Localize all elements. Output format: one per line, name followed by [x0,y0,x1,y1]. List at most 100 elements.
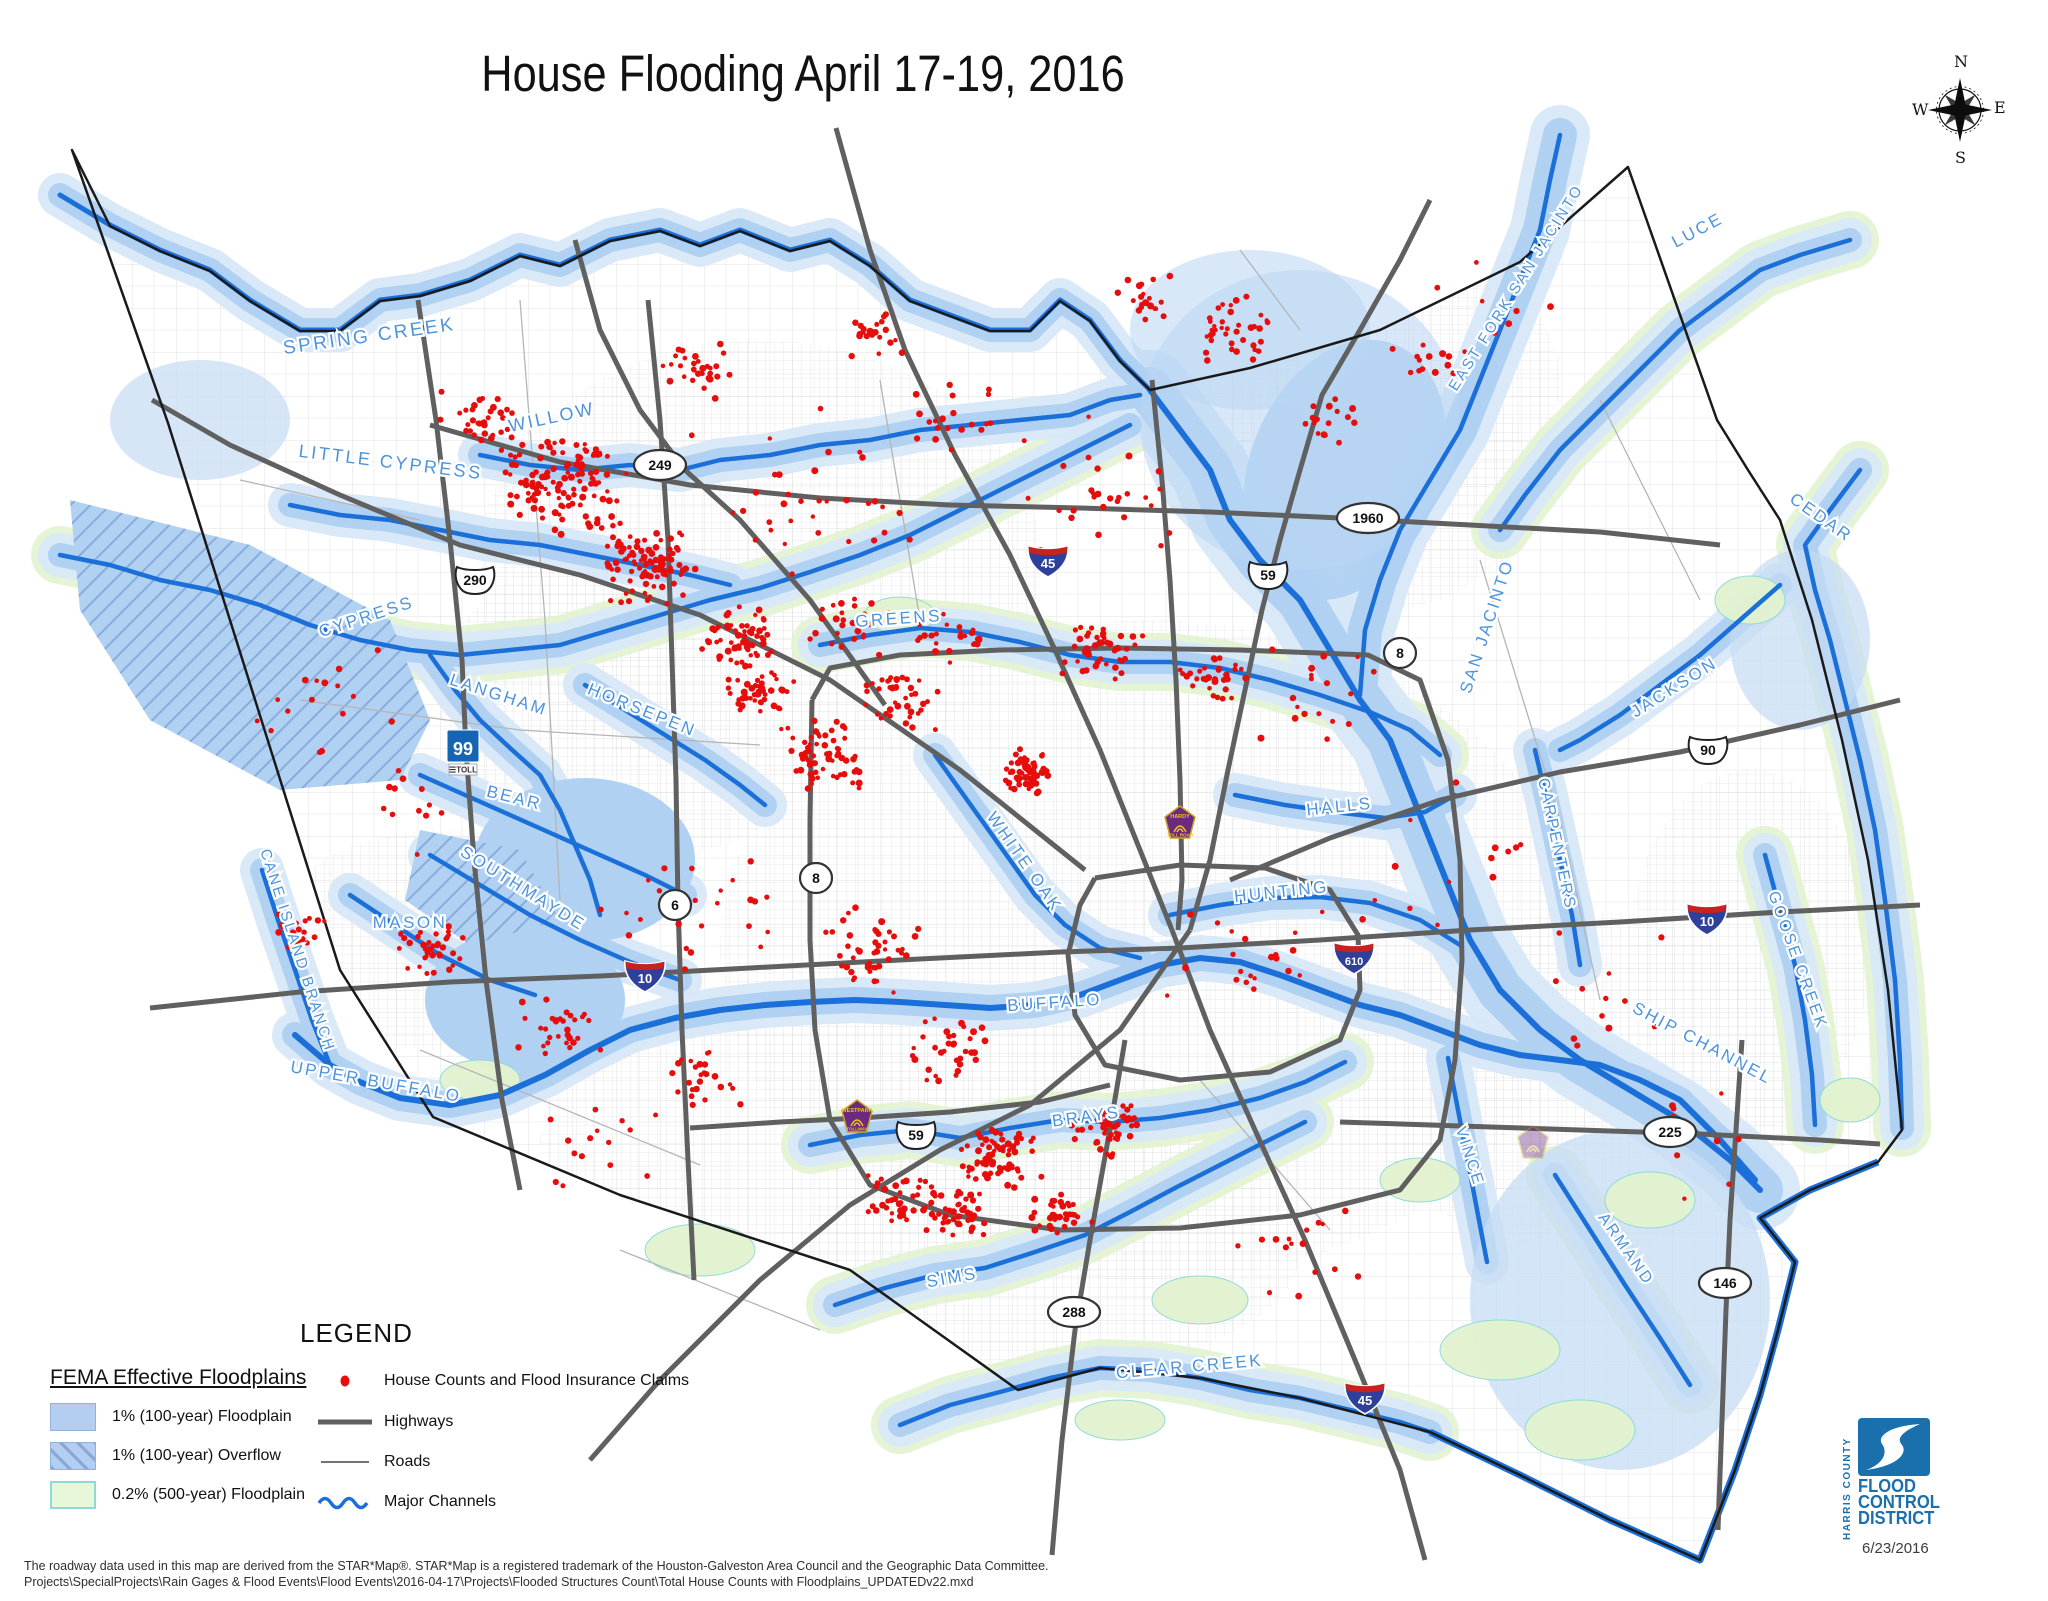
house-flood-dot [876,686,882,692]
house-flood-dot [538,443,545,450]
house-flood-dot [285,929,291,936]
house-flood-dot [958,1146,965,1152]
house-flood-dot [1308,664,1316,672]
house-flood-dot [582,513,589,520]
house-flood-dot [964,1143,970,1149]
house-flood-dot [765,929,770,935]
house-flood-dot [817,405,824,412]
house-flood-dot [943,1028,951,1036]
house-flood-dot [746,923,752,929]
house-flood-dot [999,1136,1006,1143]
house-flood-dot [864,964,872,971]
floodplain-500-swatch [50,1481,96,1509]
house-flood-dot [725,676,732,683]
house-flood-dot [967,1191,975,1199]
house-flood-dot [1182,964,1189,972]
house-flood-dot [580,1014,585,1020]
house-flood-dot [569,500,576,507]
house-flood-dot [1124,276,1132,284]
house-flood-dot [992,1128,1000,1136]
house-flood-dot [1190,683,1196,689]
house-flood-dot [1135,282,1143,290]
house-flood-dot [741,633,748,639]
house-flood-dot [717,1083,725,1091]
highway-shield-8: 8 [798,861,834,895]
house-flood-dot [865,500,872,506]
house-flood-dot [599,495,607,503]
house-flood-dot [730,877,735,883]
house-flood-dot [1158,299,1164,305]
house-flood-dot [1108,1131,1114,1138]
house-flood-dot [507,500,515,508]
house-flood-dot [1512,844,1520,851]
house-flood-dot [625,598,633,605]
house-flood-dot [986,386,992,393]
house-flood-dot [651,584,657,589]
house-flood-dot [1155,468,1163,475]
house-flood-dot [1273,955,1280,962]
house-flood-dot [677,363,684,369]
house-flood-dot [1006,1161,1013,1168]
house-flood-dot [1018,1136,1024,1142]
house-flood-dot [1603,995,1609,1002]
house-flood-dot [1122,655,1128,662]
house-flood-dot [401,935,408,942]
house-flood-dot [837,952,843,959]
house-flood-dot [1086,649,1092,655]
house-flood-dot [1308,676,1314,682]
house-flood-dot [918,707,924,713]
house-flood-dot [944,622,949,627]
house-flood-dot [909,1053,916,1059]
house-flood-dot [1222,686,1229,693]
house-flood-dot [395,768,402,774]
house-flood-dot [861,632,867,638]
house-flood-dot [909,724,916,731]
highway-shield-225: 225 [1642,1115,1698,1149]
house-flood-dot [958,426,965,433]
channel-label-mason: MASON [373,913,448,932]
house-flood-dot [1166,272,1174,280]
house-flood-dot [963,1196,969,1202]
house-flood-dot [615,539,622,547]
house-flood-dot [1349,405,1357,412]
house-flood-dot [679,567,686,574]
svg-text:45: 45 [1358,1393,1372,1408]
house-flood-dot [881,1185,889,1193]
house-flood-dot [494,396,501,403]
house-flood-dot [1117,632,1125,640]
house-flood-dot [1229,929,1234,934]
house-flood-dot [1025,495,1031,501]
house-flood-dot [530,504,538,512]
house-flood-dot [978,1024,986,1031]
house-flood-dot [624,910,629,916]
house-flood-dot [871,498,879,505]
house-flood-dot [591,493,597,499]
house-flood-dot [1029,1148,1035,1154]
house-flood-dot [1129,1116,1136,1123]
highway-shield-90: 90 [1687,735,1729,765]
house-flood-dot [1204,357,1211,364]
house-flood-dot [916,410,923,418]
house-flood-dot [877,334,883,340]
house-flood-dot [1216,655,1223,661]
house-flood-dot [730,1085,736,1091]
house-flood-dot [907,708,915,716]
house-flood-dot [748,696,753,701]
house-flood-dot [825,752,832,759]
house-flood-dot [642,580,650,588]
house-flood-dot [1210,655,1218,662]
house-flood-dot [815,731,821,737]
house-flood-dot [785,725,791,731]
house-flood-dot [966,1174,971,1179]
house-flood-dot [399,775,407,782]
house-flood-dot [564,1040,569,1046]
house-flood-dot [1019,770,1025,776]
house-flood-dot [882,311,890,318]
house-flood-dot [647,573,654,580]
house-flood-dot [720,350,727,356]
house-flood-dot [389,811,396,818]
house-flood-dot [1004,1181,1012,1189]
house-flood-dot [666,546,673,553]
house-flood-dot [668,362,674,367]
house-flood-dot [321,679,329,687]
